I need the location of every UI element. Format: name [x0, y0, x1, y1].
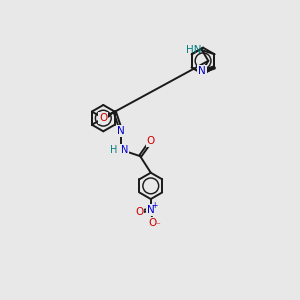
Text: O: O [135, 207, 143, 217]
Text: N: N [117, 126, 125, 136]
Text: O: O [147, 136, 155, 146]
Text: ⁻: ⁻ [155, 221, 160, 230]
Text: +: + [152, 201, 158, 210]
Text: H: H [110, 145, 117, 155]
Text: O: O [99, 113, 107, 123]
Text: N: N [147, 205, 155, 215]
Text: N: N [121, 145, 128, 155]
Text: O: O [149, 218, 157, 229]
Text: HN: HN [187, 45, 202, 55]
Text: N: N [198, 67, 206, 76]
